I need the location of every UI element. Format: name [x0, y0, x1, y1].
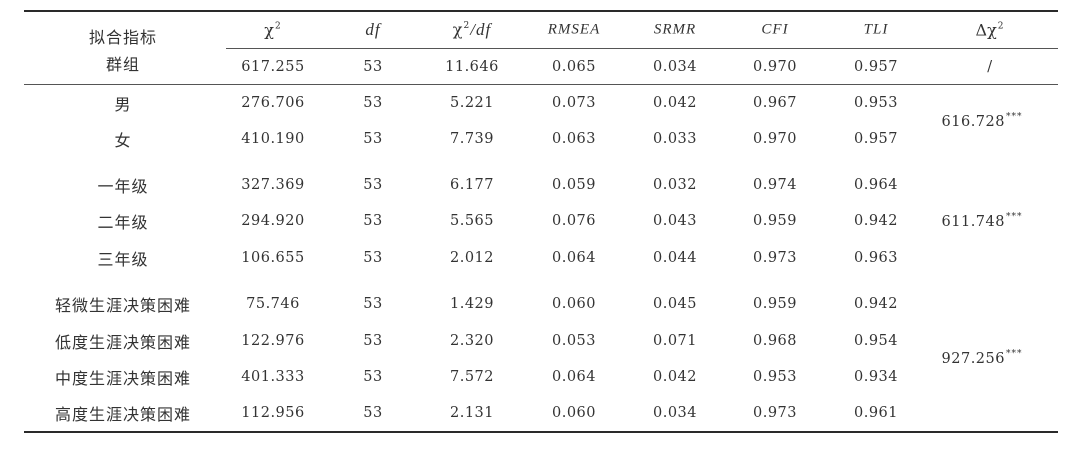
cell-tli: 0.934 — [853, 369, 899, 385]
row-header-label: 拟合指标 — [88, 28, 158, 47]
col-header-chi2: χ2 — [264, 20, 282, 40]
cell-srmr: 0.034 — [652, 405, 698, 421]
col-header-chi2-df: χ2/df — [452, 20, 492, 39]
cell-chi2: 75.746 — [246, 296, 300, 312]
cell-rmsea: 0.060 — [551, 296, 597, 312]
overall-divider — [24, 84, 1058, 85]
cell-srmr: 0.071 — [652, 333, 698, 349]
cell-rmsea: 0.076 — [551, 213, 597, 229]
overall-cfi: 0.970 — [752, 59, 798, 75]
col-header-cfi: CFI — [761, 21, 789, 38]
cell-chi2-df: 2.012 — [449, 250, 495, 266]
cell-df: 53 — [363, 213, 383, 229]
cell-srmr: 0.045 — [652, 296, 698, 312]
cell-chi2: 327.369 — [241, 177, 305, 193]
table-top-rule — [24, 10, 1058, 12]
cell-srmr: 0.033 — [652, 131, 698, 147]
cell-srmr: 0.032 — [652, 177, 698, 193]
cell-tli: 0.957 — [853, 131, 899, 147]
cell-tli: 0.961 — [853, 405, 899, 421]
cell-rmsea: 0.064 — [551, 250, 597, 266]
cell-cfi: 0.974 — [752, 177, 798, 193]
cell-cfi: 0.959 — [752, 213, 798, 229]
overall-chi2: 617.255 — [241, 59, 305, 75]
cell-df: 53 — [363, 250, 383, 266]
overall-delta: / — [987, 59, 993, 75]
cell-srmr: 0.043 — [652, 213, 698, 229]
cell-rmsea: 0.059 — [551, 177, 597, 193]
table-bottom-rule — [24, 431, 1058, 433]
cell-rmsea: 0.064 — [551, 369, 597, 385]
cell-chi2-df: 5.565 — [449, 213, 495, 229]
cell-chi2: 276.706 — [241, 95, 305, 111]
cell-srmr: 0.044 — [652, 250, 698, 266]
group-label: 二年级 — [97, 213, 149, 232]
overall-chi2-df: 11.646 — [445, 59, 499, 75]
group-label: 女 — [114, 131, 132, 150]
cell-chi2: 294.920 — [241, 213, 305, 229]
group-label: 轻微生涯决策困难 — [54, 296, 192, 315]
cell-df: 53 — [363, 369, 383, 385]
group-label: 中度生涯决策困难 — [54, 369, 192, 388]
cell-srmr: 0.042 — [652, 95, 698, 111]
group-label: 高度生涯决策困难 — [54, 405, 192, 424]
cell-tli: 0.942 — [853, 296, 899, 312]
cell-chi2-df: 2.131 — [449, 405, 495, 421]
delta-gender: 616.728*** — [941, 112, 1023, 130]
cell-chi2: 401.333 — [241, 369, 305, 385]
header-divider — [226, 48, 1058, 49]
cell-chi2-df: 2.320 — [449, 333, 495, 349]
group-label: 三年级 — [97, 250, 149, 269]
delta-grade: 611.748*** — [941, 212, 1023, 230]
cell-tli: 0.963 — [853, 250, 899, 266]
cell-cfi: 0.973 — [752, 250, 798, 266]
cell-df: 53 — [363, 95, 383, 111]
cell-cfi: 0.953 — [752, 369, 798, 385]
cell-tli: 0.953 — [853, 95, 899, 111]
overall-rmsea: 0.065 — [551, 59, 597, 75]
cell-chi2-df: 7.572 — [449, 369, 495, 385]
cell-srmr: 0.042 — [652, 369, 698, 385]
cell-chi2: 122.976 — [241, 333, 305, 349]
group-label: 男 — [114, 95, 132, 114]
cell-chi2-df: 1.429 — [449, 296, 495, 312]
cell-df: 53 — [363, 131, 383, 147]
col-header-tli: TLI — [863, 21, 889, 38]
cell-rmsea: 0.060 — [551, 405, 597, 421]
cell-cfi: 0.959 — [752, 296, 798, 312]
cell-chi2-df: 5.221 — [449, 95, 495, 111]
group-label: 低度生涯决策困难 — [54, 333, 192, 352]
col-header-df: df — [365, 20, 381, 39]
cell-chi2-df: 7.739 — [449, 131, 495, 147]
overall-tli: 0.957 — [853, 59, 899, 75]
cell-rmsea: 0.073 — [551, 95, 597, 111]
cell-rmsea: 0.053 — [551, 333, 597, 349]
cell-chi2: 106.655 — [241, 250, 305, 266]
cell-tli: 0.942 — [853, 213, 899, 229]
overall-df: 53 — [363, 59, 383, 75]
cell-tli: 0.954 — [853, 333, 899, 349]
cell-df: 53 — [363, 177, 383, 193]
cell-chi2: 112.956 — [241, 405, 305, 421]
cell-chi2: 410.190 — [241, 131, 305, 147]
cell-cfi: 0.968 — [752, 333, 798, 349]
cell-cfi: 0.973 — [752, 405, 798, 421]
cell-df: 53 — [363, 296, 383, 312]
cell-df: 53 — [363, 333, 383, 349]
cell-chi2-df: 6.177 — [449, 177, 495, 193]
cell-tli: 0.964 — [853, 177, 899, 193]
cell-cfi: 0.967 — [752, 95, 798, 111]
delta-difficulty: 927.256*** — [941, 349, 1023, 367]
col-header-srmr: SRMR — [653, 21, 697, 38]
group-label: 一年级 — [97, 177, 149, 196]
col-header-rmsea: RMSEA — [547, 21, 601, 38]
overall-srmr: 0.034 — [652, 59, 698, 75]
cell-cfi: 0.970 — [752, 131, 798, 147]
col-header-delta-chi2: Δχ2 — [975, 20, 1005, 40]
group-header-label: 群组 — [105, 55, 141, 74]
cell-rmsea: 0.063 — [551, 131, 597, 147]
cell-df: 53 — [363, 405, 383, 421]
